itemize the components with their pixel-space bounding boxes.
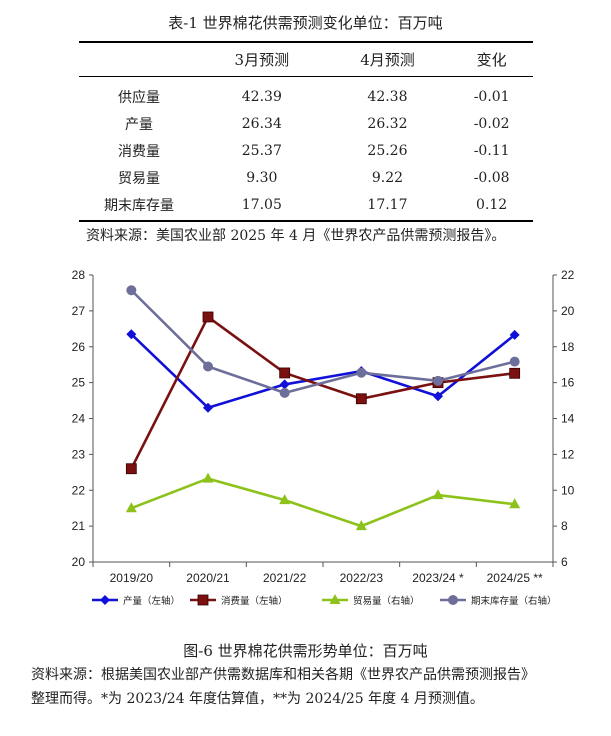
data-point-square [197, 594, 209, 606]
y-right-tick-label: 16 [561, 376, 575, 390]
data-point-diamond [203, 402, 213, 413]
data-point-triangle [329, 594, 341, 604]
data-point-square [202, 311, 214, 323]
table-cell: 26.34 [241, 115, 282, 132]
x-tick-label: 2023/24 * [412, 571, 464, 585]
data-point-circle [279, 387, 290, 398]
table-title: 表-1 世界棉花供需预测变化单位：百万吨 [168, 14, 443, 32]
series-line [130, 477, 515, 528]
legend-label: 产量（左轴） [123, 595, 180, 607]
table-cell: -0.01 [473, 88, 510, 105]
data-point-circle [356, 367, 367, 378]
y-left-tick-label: 20 [72, 555, 86, 569]
legend-label: 期末库存量（右轴） [471, 595, 557, 607]
table-cell: 42.39 [241, 88, 282, 105]
data-point-triangle [279, 494, 291, 505]
header-cell: 4月预测 [324, 41, 451, 77]
figure-source-line: 资料来源：根据美国农业部产供需数据库和相关各期《世界农产品供需预测报告》 [31, 667, 535, 683]
y-right-tick-label: 10 [561, 483, 575, 497]
y-left-tick-label: 22 [72, 483, 86, 497]
x-tick-label: 2021/22 [263, 571, 307, 585]
row-label: 期末库存量 [79, 191, 199, 222]
header-cell: 变化 [450, 41, 533, 77]
y-right-tick-label: 6 [561, 555, 568, 569]
data-point-triangle [355, 520, 367, 531]
table-cell: 25.26 [367, 142, 408, 159]
table-row: 贸易量 9.30 9.22 -0.08 [79, 164, 533, 191]
table-cell: 17.17 [324, 191, 451, 222]
y-left-tick-label: 27 [72, 304, 86, 318]
x-tick-label: 2024/25 ** [487, 571, 543, 585]
data-point-circle [126, 285, 137, 296]
table-cell: 9.30 [246, 169, 278, 186]
series-line [130, 315, 515, 470]
header-cell [79, 41, 199, 77]
supply-demand-table: 3月预测 4月预测 变化 供应量 42.39 42.38 -0.01 产量 26… [79, 41, 533, 222]
table-row: 期末库存量 17.05 17.17 0.12 [79, 191, 533, 222]
data-point-diamond [509, 329, 520, 340]
x-tick-label: 2020/21 [186, 571, 230, 585]
data-point-triangle [125, 502, 137, 513]
table-header-row: 3月预测 4月预测 变化 [79, 41, 533, 77]
data-point-circle [433, 375, 443, 386]
y-right-tick-label: 8 [561, 519, 568, 533]
table-row: 产量 26.34 26.32 -0.02 [79, 110, 533, 137]
data-point-square [279, 367, 291, 379]
y-left-tick-label: 24 [72, 412, 86, 426]
table-cell: 0.12 [450, 191, 533, 222]
data-point-diamond [279, 379, 290, 390]
data-point-square [509, 367, 521, 379]
table-cell: 25.37 [241, 142, 282, 159]
table-row: 消费量 25.37 25.26 -0.11 [79, 137, 533, 164]
series-line [130, 289, 515, 395]
y-right-tick-label: 20 [561, 304, 575, 318]
table-row: 供应量 42.39 42.38 -0.01 [79, 77, 533, 111]
data-point-triangle [432, 489, 444, 500]
figure-source-note: 资料来源：根据美国农业部产供需数据库和相关各期《世界农产品供需预测报告》 整理而… [31, 663, 601, 711]
row-label: 贸易量 [118, 170, 160, 187]
header-cell: 3月预测 [199, 41, 325, 77]
table-cell: 9.22 [371, 169, 404, 186]
table-cell: 42.38 [367, 88, 408, 105]
supply-demand-line-chart: 20 21 22 23 24 25 26 27 28 6 8 10 12 14 16 18 20 22 2019/2… [72, 268, 575, 607]
y-right-tick-label: 14 [561, 412, 575, 426]
table-cell: 17.05 [199, 191, 325, 222]
legend-label: 消费量（左轴） [221, 595, 288, 607]
data-point-diamond [433, 391, 443, 402]
y-right-tick-label: 12 [561, 447, 575, 461]
data-point-square [125, 463, 137, 475]
figure-caption: 图-6 世界棉花供需形势单位：百万吨 [183, 642, 428, 660]
data-point-triangle [202, 472, 214, 483]
x-tick-label: 2022/23 [340, 571, 384, 585]
table-cell: 26.32 [367, 115, 408, 132]
figure-source-line: 整理而得。*为 2023/24 年度估算值，**为 2024/25 年度 4 月… [31, 691, 484, 707]
table-cell: -0.11 [473, 142, 510, 159]
y-left-tick-label: 28 [72, 268, 86, 282]
table-cell: -0.08 [473, 169, 510, 186]
x-tick-label: 2019/20 [110, 571, 154, 585]
data-point-diamond [100, 595, 110, 605]
series-line [130, 333, 516, 410]
y-left-tick-label: 23 [72, 447, 86, 461]
data-point-square [355, 393, 367, 405]
y-left-tick-label: 26 [72, 340, 86, 354]
data-point-triangle [509, 498, 521, 509]
table-source-note: 资料来源：美国农业部 2025 年 4 月《世界农产品供需预测报告》。 [86, 228, 506, 244]
row-label: 消费量 [118, 143, 160, 160]
data-point-circle [203, 361, 213, 372]
data-point-diamond [126, 329, 137, 340]
y-right-tick-label: 18 [561, 340, 575, 354]
row-label: 供应量 [118, 89, 160, 106]
y-right-tick-label: 22 [561, 268, 575, 282]
data-point-circle [509, 356, 520, 367]
data-point-circle [448, 595, 458, 605]
legend-label: 贸易量（右轴） [353, 595, 420, 607]
table-cell: -0.02 [473, 115, 510, 132]
row-label: 产量 [125, 116, 153, 133]
y-left-tick-label: 25 [72, 376, 86, 390]
y-left-tick-label: 21 [72, 519, 86, 533]
